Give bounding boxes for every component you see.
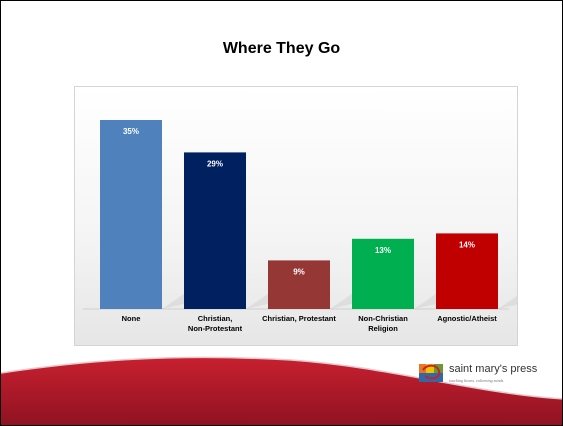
plot-area: 35% None 29% Christian, Non-Protestant 9% Chri… <box>74 86 518 346</box>
bar-chart: 35% None 29% Christian,Non-Protestant 9% Chri… <box>83 120 517 333</box>
footer-red-band <box>1 357 562 425</box>
publisher-logo: saint mary's press touching hearts. enli… <box>419 362 539 388</box>
bar-shadow <box>414 291 440 309</box>
category-tick-label: Non-Protestant <box>188 324 243 333</box>
bar <box>436 233 498 309</box>
category-tick-label: Religion <box>368 324 398 333</box>
category-tick-label: None <box>122 314 141 323</box>
category-tick-label: Christian, <box>198 314 233 323</box>
category-tick-label: Christian, Protestant <box>262 314 336 323</box>
data-label: 9% <box>293 267 305 276</box>
category-tick-label: Agnostic/Atheist <box>437 314 497 323</box>
data-label: 29% <box>207 159 223 168</box>
logo-tagline: touching hearts. enlivening minds. <box>449 378 505 383</box>
data-label: 35% <box>123 127 139 136</box>
footer-band-highlight <box>1 356 562 400</box>
chart-title: Where They Go <box>222 40 341 57</box>
bar <box>352 238 414 309</box>
logo-name: saint mary's press <box>449 363 538 375</box>
category-tick-label: Non-Christian <box>358 314 408 323</box>
data-label: 14% <box>459 240 475 249</box>
bar-shadow <box>162 291 188 309</box>
bar <box>100 120 162 309</box>
logo-emblem-icon <box>419 364 443 382</box>
data-label: 13% <box>375 246 391 255</box>
bar-shadow <box>330 291 356 309</box>
bar <box>268 260 330 309</box>
bar-shadow <box>246 291 272 309</box>
bar <box>184 152 246 309</box>
